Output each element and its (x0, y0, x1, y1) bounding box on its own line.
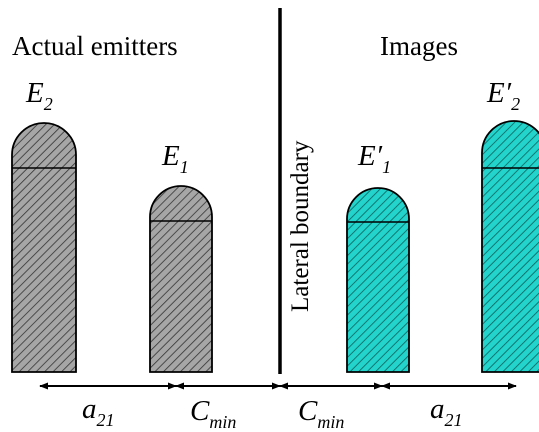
a21-left-letter: a (82, 393, 97, 425)
image-e1-label: E′1 (357, 140, 391, 177)
a21-right-letter: a (430, 393, 445, 425)
emitter-e2-label: E2 (25, 77, 53, 114)
image-e2-prime: ′ (505, 77, 512, 109)
image-e1 (346, 187, 410, 373)
image-e2 (481, 120, 539, 373)
a21-right-label: a21 (430, 393, 463, 430)
image-e2-letter: E (486, 77, 505, 109)
image-e2-label: E′2 (486, 77, 520, 114)
cmin-left-subscript: min (209, 412, 236, 432)
image-e1-subscript: 1 (382, 157, 391, 177)
cmin-right-label: Cmin (298, 395, 344, 432)
emitter-e2-letter: E (25, 77, 44, 109)
emitter-e1-subscript: 1 (180, 157, 189, 177)
a21-left-label: a21 (82, 393, 115, 430)
cmin-left-label: Cmin (190, 395, 236, 432)
image-e2-subscript: 2 (511, 94, 520, 114)
emitter-e2-subscript: 2 (44, 94, 53, 114)
cmin-right-subscript: min (317, 412, 344, 432)
a21-left-subscript: 21 (97, 410, 115, 430)
images-heading: Images (380, 31, 458, 61)
emitter-e2 (11, 122, 77, 373)
lateral-boundary-label: Lateral boundary (287, 140, 314, 312)
emitter-e1-letter: E (161, 140, 180, 172)
cmin-right-letter: C (298, 395, 318, 427)
a21-right-subscript: 21 (445, 410, 463, 430)
emitter-e2-shape (11, 122, 77, 373)
emitter-e1-label: E1 (161, 140, 189, 177)
image-e1-letter: E (357, 140, 376, 172)
actual-emitters-heading: Actual emitters (12, 31, 178, 61)
image-e1-prime: ′ (376, 140, 383, 172)
image-e1-shape (346, 187, 410, 373)
image-e2-shape (481, 120, 539, 373)
emitter-e1 (149, 185, 213, 373)
cmin-left-letter: C (190, 395, 210, 427)
emitter-e1-shape (149, 185, 213, 373)
